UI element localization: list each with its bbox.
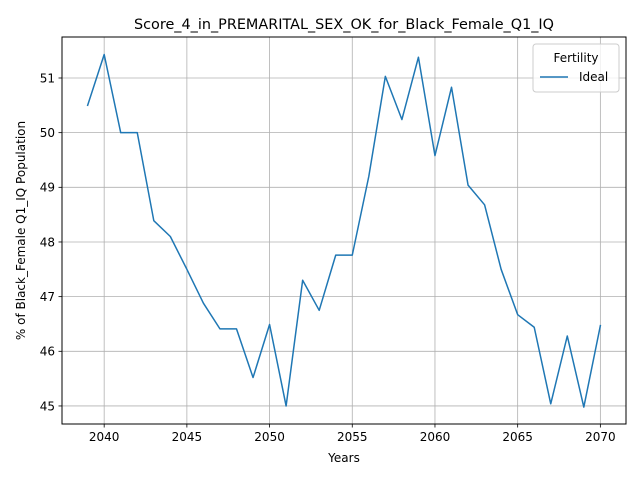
- y-tick-label: 49: [40, 181, 55, 195]
- legend-title: Fertility: [553, 51, 598, 65]
- y-axis-title: % of Black_Female Q1_IQ Population: [14, 121, 28, 340]
- y-tick-label: 46: [40, 345, 55, 359]
- x-tick-label: 2040: [89, 430, 120, 444]
- legend-box: [532, 43, 620, 93]
- legend: Fertility Ideal: [532, 43, 620, 93]
- y-tick-label: 51: [40, 71, 55, 85]
- y-tick-label: 50: [40, 126, 55, 140]
- plot-frame: [61, 36, 627, 425]
- y-tick-label: 47: [40, 290, 55, 304]
- y-tick-label: 48: [40, 235, 55, 249]
- y-tick-label: 45: [40, 399, 55, 413]
- series-line-ideal: [86, 53, 602, 408]
- x-tick-label: 2045: [172, 430, 203, 444]
- x-tick-label: 2050: [254, 430, 285, 444]
- x-tick-label: 2055: [337, 430, 368, 444]
- chart-title: Score_4_in_PREMARITAL_SEX_OK_for_Black_F…: [134, 17, 554, 33]
- series-lines: [86, 53, 602, 408]
- axis-ticks: 2040 2045 2050 2055 2060 2065 2070 45 46 47 48 49 50…: [40, 71, 616, 444]
- x-tick-label: 2065: [502, 430, 533, 444]
- grid: [62, 37, 626, 424]
- x-tick-label: 2070: [585, 430, 616, 444]
- x-tick-label: 2060: [420, 430, 451, 444]
- legend-entry-ideal: Ideal: [579, 70, 608, 84]
- x-axis-title: Years: [327, 451, 360, 465]
